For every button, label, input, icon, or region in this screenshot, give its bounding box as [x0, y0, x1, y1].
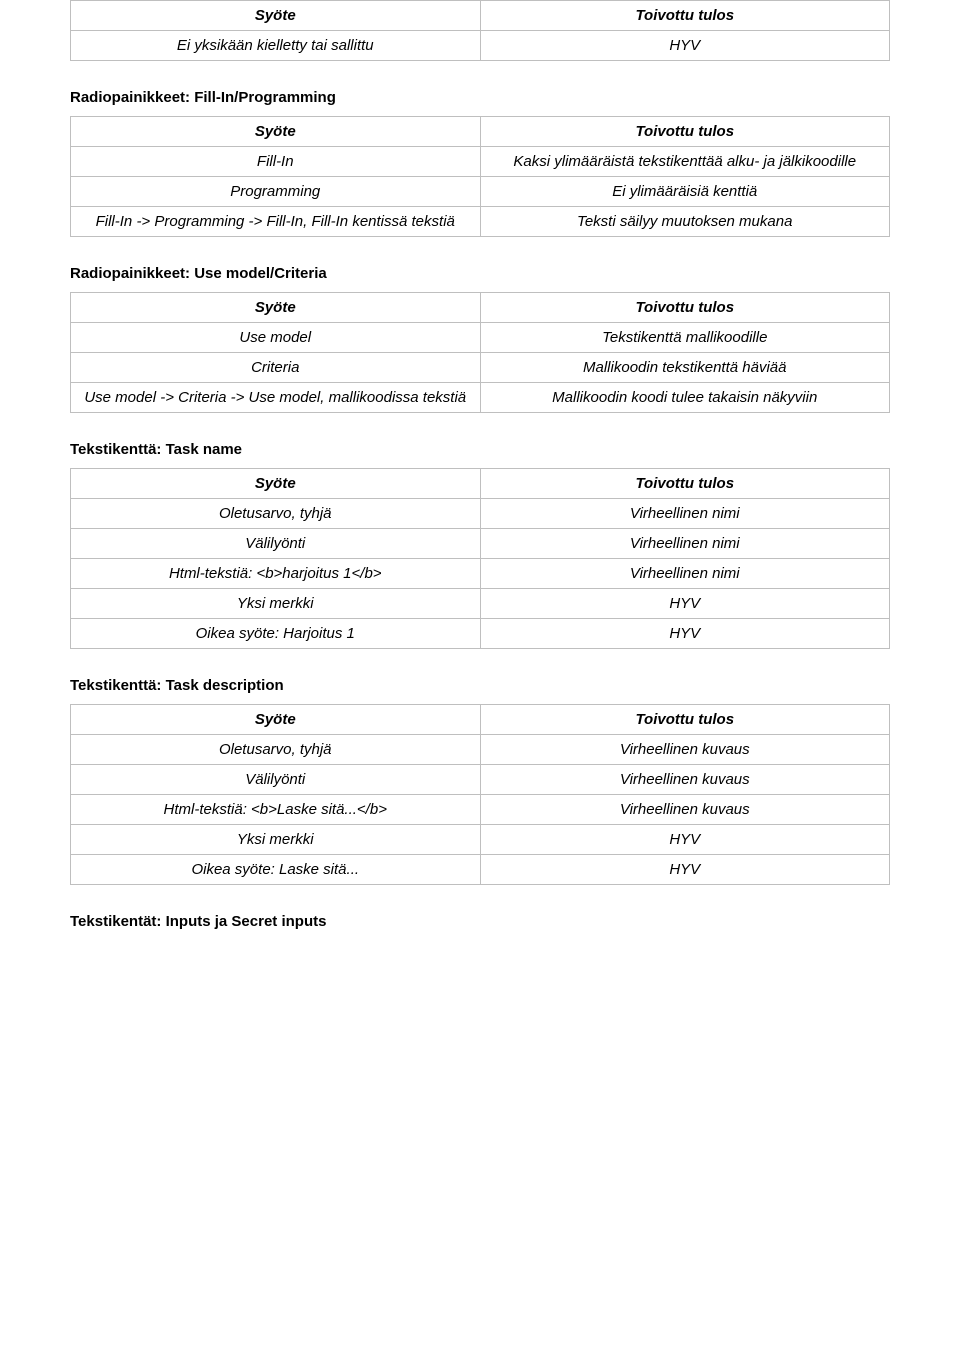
table-row: Syöte Toivottu tulos [71, 469, 890, 499]
footer-title: Tekstikentät: Inputs ja Secret inputs [70, 913, 890, 930]
section-title-4: Tekstikenttä: Task description [70, 677, 890, 694]
col-header-left: Syöte [71, 469, 481, 499]
cell: Criteria [71, 353, 481, 383]
table-row: Use model -> Criteria -> Use model, mall… [71, 383, 890, 413]
cell: HYV [480, 31, 890, 61]
cell: Välilyönti [71, 765, 481, 795]
cell: Html-tekstiä: <b>Laske sitä...</b> [71, 795, 481, 825]
cell: Yksi merkki [71, 825, 481, 855]
table-row: Programming Ei ylimääräisiä kenttiä [71, 177, 890, 207]
cell: Virheellinen kuvaus [480, 735, 890, 765]
table-row: Välilyönti Virheellinen nimi [71, 529, 890, 559]
table-row: Use model Tekstikenttä mallikoodille [71, 323, 890, 353]
col-header-left: Syöte [71, 1, 481, 31]
page: Syöte Toivottu tulos Ei yksikään kiellet… [0, 0, 960, 980]
cell: Html-tekstiä: <b>harjoitus 1</b> [71, 559, 481, 589]
cell: HYV [480, 855, 890, 885]
table-1: Syöte Toivottu tulos Fill-In Kaksi ylimä… [70, 116, 890, 237]
table-row: Yksi merkki HYV [71, 825, 890, 855]
table-row: Oletusarvo, tyhjä Virheellinen nimi [71, 499, 890, 529]
cell: Fill-In [71, 147, 481, 177]
cell: Virheellinen kuvaus [480, 795, 890, 825]
cell: Use model [71, 323, 481, 353]
col-header-right: Toivottu tulos [480, 293, 890, 323]
cell: Oletusarvo, tyhjä [71, 499, 481, 529]
cell: Kaksi ylimääräistä tekstikenttää alku- j… [480, 147, 890, 177]
cell: Fill-In -> Programming -> Fill-In, Fill-… [71, 207, 481, 237]
col-header-right: Toivottu tulos [480, 469, 890, 499]
cell: HYV [480, 619, 890, 649]
cell: Virheellinen nimi [480, 559, 890, 589]
table-row: Ei yksikään kielletty tai sallittu HYV [71, 31, 890, 61]
table-row: Fill-In -> Programming -> Fill-In, Fill-… [71, 207, 890, 237]
cell: Ei yksikään kielletty tai sallittu [71, 31, 481, 61]
cell: Yksi merkki [71, 589, 481, 619]
cell: Virheellinen kuvaus [480, 765, 890, 795]
table-row: Html-tekstiä: <b>harjoitus 1</b> Virheel… [71, 559, 890, 589]
cell: Mallikoodin tekstikenttä häviää [480, 353, 890, 383]
table-row: Html-tekstiä: <b>Laske sitä...</b> Virhe… [71, 795, 890, 825]
table-3: Syöte Toivottu tulos Oletusarvo, tyhjä V… [70, 468, 890, 649]
cell: Virheellinen nimi [480, 529, 890, 559]
table-row: Criteria Mallikoodin tekstikenttä häviää [71, 353, 890, 383]
cell: Use model -> Criteria -> Use model, mall… [71, 383, 481, 413]
table-0: Syöte Toivottu tulos Ei yksikään kiellet… [70, 0, 890, 61]
col-header-right: Toivottu tulos [480, 705, 890, 735]
cell: Mallikoodin koodi tulee takaisin näkyvii… [480, 383, 890, 413]
cell: Välilyönti [71, 529, 481, 559]
table-row: Oikea syöte: Laske sitä... HYV [71, 855, 890, 885]
table-2: Syöte Toivottu tulos Use model Tekstiken… [70, 292, 890, 413]
table-row: Oikea syöte: Harjoitus 1 HYV [71, 619, 890, 649]
cell: Tekstikenttä mallikoodille [480, 323, 890, 353]
col-header-left: Syöte [71, 293, 481, 323]
col-header-left: Syöte [71, 705, 481, 735]
table-row: Syöte Toivottu tulos [71, 293, 890, 323]
col-header-left: Syöte [71, 117, 481, 147]
cell: Ei ylimääräisiä kenttiä [480, 177, 890, 207]
table-row: Syöte Toivottu tulos [71, 1, 890, 31]
table-4: Syöte Toivottu tulos Oletusarvo, tyhjä V… [70, 704, 890, 885]
table-row: Yksi merkki HYV [71, 589, 890, 619]
table-row: Syöte Toivottu tulos [71, 117, 890, 147]
table-row: Oletusarvo, tyhjä Virheellinen kuvaus [71, 735, 890, 765]
cell: Teksti säilyy muutoksen mukana [480, 207, 890, 237]
table-row: Välilyönti Virheellinen kuvaus [71, 765, 890, 795]
section-title-2: Radiopainikkeet: Use model/Criteria [70, 265, 890, 282]
cell: Programming [71, 177, 481, 207]
cell: Oikea syöte: Laske sitä... [71, 855, 481, 885]
table-row: Syöte Toivottu tulos [71, 705, 890, 735]
section-title-1: Radiopainikkeet: Fill-In/Programming [70, 89, 890, 106]
cell: HYV [480, 589, 890, 619]
cell: HYV [480, 825, 890, 855]
col-header-right: Toivottu tulos [480, 1, 890, 31]
section-title-3: Tekstikenttä: Task name [70, 441, 890, 458]
cell: Oletusarvo, tyhjä [71, 735, 481, 765]
table-row: Fill-In Kaksi ylimääräistä tekstikenttää… [71, 147, 890, 177]
cell: Oikea syöte: Harjoitus 1 [71, 619, 481, 649]
cell: Virheellinen nimi [480, 499, 890, 529]
col-header-right: Toivottu tulos [480, 117, 890, 147]
